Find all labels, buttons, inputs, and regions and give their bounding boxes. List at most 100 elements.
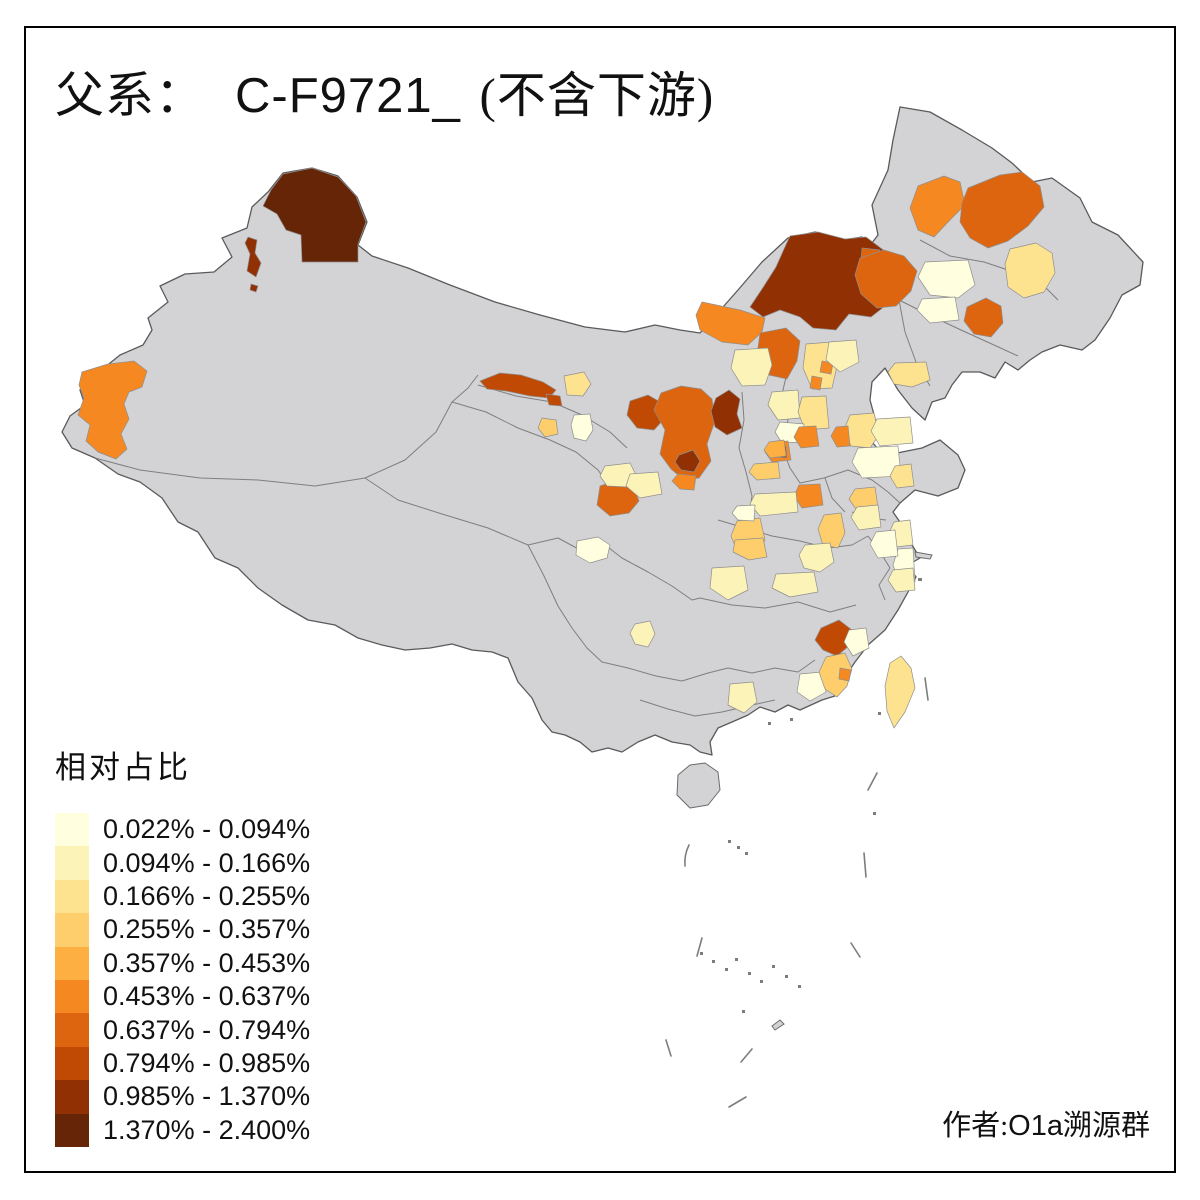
legend-swatch: [55, 979, 89, 1014]
legend-entry: 0.255% - 0.357%: [55, 913, 311, 947]
legend: 相对占比 0.022% - 0.094% 0.094% - 0.166% 0.166…: [55, 742, 310, 1147]
legend-entry: 0.166% - 0.255%: [55, 879, 311, 914]
legend-swatch: [55, 846, 89, 880]
region: [629, 620, 656, 648]
legend-label: 0.357% - 0.453%: [103, 947, 311, 978]
region: [887, 567, 916, 593]
region: [249, 283, 259, 293]
region: [851, 445, 902, 479]
region: [869, 529, 899, 559]
legend-swatch: [55, 813, 89, 847]
hainan-island: [676, 762, 721, 809]
region: [797, 395, 830, 431]
legend-swatch: [55, 946, 89, 980]
legend-entry: 0.357% - 0.453%: [55, 946, 311, 980]
legend-entry: 0.794% - 0.985%: [55, 1046, 311, 1081]
region: [854, 249, 918, 309]
region: [796, 671, 827, 702]
region: [817, 512, 846, 549]
region: [77, 360, 148, 460]
region: [838, 667, 852, 682]
legend-swatch: [55, 879, 89, 914]
region: [830, 425, 851, 448]
region: [850, 504, 882, 531]
region: [749, 231, 898, 331]
legend-label: 0.453% - 0.637%: [103, 981, 311, 1012]
legend-label: 1.370% - 2.400%: [103, 1114, 311, 1145]
region: [749, 491, 799, 517]
region: [870, 416, 914, 447]
legend-swatch: [55, 1080, 89, 1114]
attribution-latin: O1a: [1008, 1110, 1063, 1142]
region: [917, 259, 976, 299]
legend-entry: 0.453% - 0.637%: [55, 979, 311, 1014]
colored-regions: [77, 167, 1056, 729]
region: [537, 417, 559, 438]
legend-label: 0.637% - 0.794%: [103, 1014, 311, 1045]
legend-rows: 0.022% - 0.094% 0.094% - 0.166% 0.166% - 0…: [55, 813, 310, 1147]
region: [625, 471, 663, 499]
region: [959, 171, 1045, 249]
region: [1004, 242, 1056, 299]
attribution-suffix: 溯源群: [1062, 1110, 1150, 1142]
region: [244, 236, 262, 278]
region: [843, 627, 870, 657]
taiwan-island: [884, 655, 916, 729]
legend-entry: 0.637% - 0.794%: [55, 1013, 311, 1047]
region: [916, 296, 960, 324]
region: [262, 167, 367, 263]
attribution: 作者:O1a溯源群: [942, 1102, 1150, 1144]
region: [887, 361, 931, 388]
region: [575, 536, 611, 564]
legend-entry: 1.370% - 2.400%: [55, 1113, 311, 1147]
region: [732, 537, 768, 561]
region: [963, 297, 1004, 338]
legend-swatch: [55, 913, 89, 947]
region: [818, 652, 853, 698]
legend-swatch: [55, 1046, 89, 1081]
region: [727, 681, 758, 714]
legend-swatch: [55, 1113, 89, 1147]
region: [809, 375, 823, 391]
region: [889, 463, 915, 489]
region: [793, 425, 820, 449]
sea-dashes: [665, 551, 933, 1108]
legend-swatch: [55, 1013, 89, 1047]
region: [798, 542, 835, 573]
legend-label: 0.166% - 0.255%: [103, 880, 311, 911]
region: [626, 394, 666, 431]
attribution-prefix: 作者:: [942, 1110, 1009, 1142]
legend-entry: 0.985% - 1.370%: [55, 1080, 310, 1114]
region: [909, 175, 966, 238]
legend-label: 0.022% - 0.094%: [103, 814, 311, 845]
region: [825, 339, 860, 373]
region: [709, 565, 749, 601]
title-haplogroup: C-F9721_: [235, 69, 461, 123]
region: [730, 347, 773, 387]
region: [545, 393, 563, 407]
region: [479, 372, 557, 399]
region: [731, 504, 756, 522]
region: [570, 413, 594, 442]
region: [653, 385, 716, 481]
region: [767, 389, 801, 421]
region: [814, 619, 853, 657]
legend-entry: 0.022% - 0.094%: [55, 813, 311, 847]
map-title: 父系： C-F9721_ (不含下游): [55, 56, 714, 127]
region: [695, 301, 766, 346]
region: [671, 473, 697, 491]
legend-label: 0.094% - 0.166%: [103, 847, 311, 878]
legend-label: 0.255% - 0.357%: [103, 914, 311, 945]
legend-entry: 0.094% - 0.166%: [55, 846, 311, 880]
region: [710, 389, 743, 436]
legend-label: 0.794% - 0.985%: [103, 1047, 311, 1078]
region: [674, 449, 701, 473]
region: [771, 571, 819, 598]
legend-title: 相对占比: [55, 750, 191, 785]
region: [748, 461, 781, 481]
title-suffix: (不含下游): [479, 68, 715, 123]
region: [763, 439, 787, 459]
title-prefix: 父系：: [55, 68, 206, 123]
